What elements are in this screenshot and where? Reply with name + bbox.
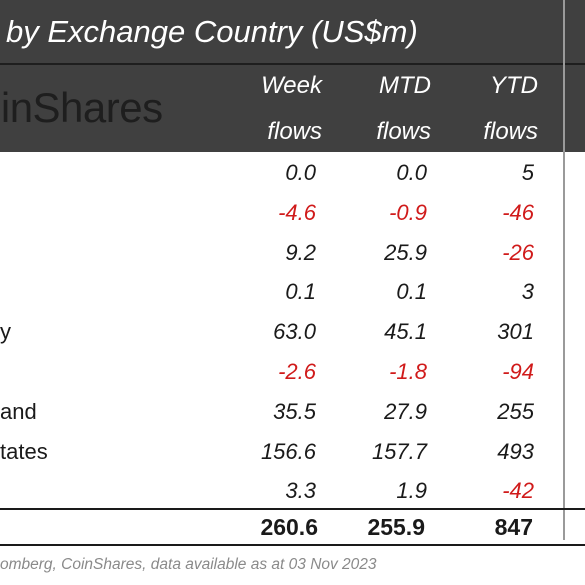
mtd-flow-value: 45.1	[384, 319, 427, 345]
ytd-flow-value: 301	[497, 319, 534, 345]
total-mtd: 255.9	[367, 514, 425, 540]
ytd-flow-value: -94	[502, 359, 534, 384]
mtd-flow-value: 0.0	[396, 160, 427, 185]
ytd-flow-value: -46	[502, 199, 534, 225]
table-row: -4.6 -0.9 -46	[0, 193, 585, 233]
column-header-mtd: MTD flows	[321, 63, 431, 155]
table-row: and 35.5 27.9 255	[0, 392, 585, 432]
bottom-divider	[0, 544, 585, 546]
coinshares-logo: oinShares	[0, 84, 163, 131]
table-row: 0.1 0.1 3	[0, 272, 585, 312]
column-header-week-line2: flows	[267, 118, 322, 145]
week-flow-value: 9.2	[285, 239, 316, 265]
mtd-flow-value: 0.1	[396, 279, 427, 305]
ytd-flow-value: 5	[521, 160, 534, 185]
week-flow-value: 0.1	[285, 279, 316, 305]
week-flow-value: 156.6	[260, 438, 316, 464]
week-flow-value: -4.6	[278, 199, 316, 225]
table-row: tates 156.6 157.7 493	[0, 432, 585, 472]
table-header: by Exchange Country (US$m) oinShares Wee…	[0, 0, 585, 152]
country-label: y	[0, 319, 11, 345]
table-row: 0.0 0.0 5	[0, 153, 585, 193]
column-header-ytd: YTD flows	[428, 63, 538, 155]
mtd-flow-value: -0.9	[389, 199, 427, 225]
table-right-border	[563, 0, 565, 540]
table-row: 9.2 25.9 -26	[0, 233, 585, 273]
ytd-flow-value: 3	[521, 279, 534, 305]
ytd-flow-value: -26	[502, 239, 534, 265]
ytd-flow-value: 255	[497, 398, 534, 424]
mtd-flow-value: 1.9	[396, 478, 427, 504]
column-header-mtd-line1: MTD	[379, 72, 431, 99]
table-row: y 63.0 45.1 301	[0, 312, 585, 352]
mtd-flow-value: 157.7	[371, 438, 427, 464]
week-flow-value: 35.5	[273, 398, 316, 424]
source-note: omberg, CoinShares, data available as at…	[0, 556, 377, 573]
ytd-flow-value: -42	[502, 478, 534, 504]
country-label: tates	[0, 438, 48, 464]
week-flow-value: 3.3	[285, 478, 316, 504]
total-ytd: 847	[494, 514, 533, 540]
column-header-week-line1: Week	[261, 72, 322, 99]
table-title: by Exchange Country (US$m)	[6, 14, 418, 49]
week-flow-value: 63.0	[273, 319, 316, 345]
total-week: 260.6	[260, 514, 318, 540]
table-row: 3.3 1.9 -42	[0, 471, 585, 511]
title-divider	[0, 63, 585, 65]
mtd-flow-value: 27.9	[384, 398, 427, 424]
column-header-ytd-line2: flows	[483, 118, 538, 145]
country-label: and	[0, 398, 37, 424]
week-flow-value: 0.0	[285, 160, 316, 185]
table-row: -2.6 -1.8 -94	[0, 352, 585, 392]
mtd-flow-value: 25.9	[384, 239, 427, 265]
column-header-ytd-line1: YTD	[490, 72, 538, 99]
week-flow-value: -2.6	[278, 359, 316, 384]
column-header-mtd-line2: flows	[376, 118, 431, 145]
ytd-flow-value: 493	[497, 438, 534, 464]
mtd-flow-value: -1.8	[389, 359, 427, 384]
column-header-week: Week flows	[212, 63, 322, 155]
total-divider	[0, 508, 585, 510]
